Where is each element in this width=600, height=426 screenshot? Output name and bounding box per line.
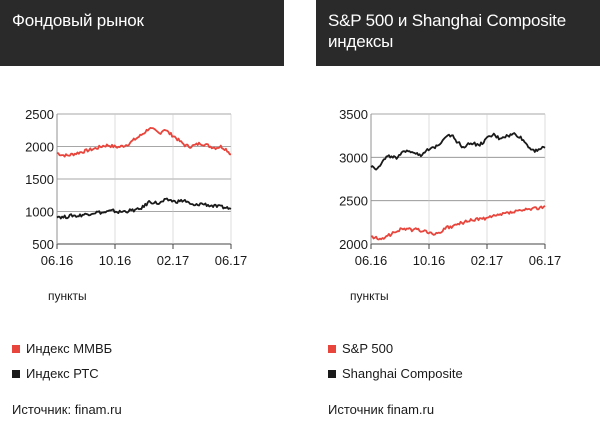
x-tick-label: 06.17: [215, 253, 248, 268]
series-line-0: [370, 205, 546, 241]
y-tick-label: 2500: [25, 107, 54, 122]
chart-stock-market: 500 1000 1500 2000 2500 06.16 10.16 02.17 06.17: [25, 107, 248, 268]
legend-label: S&P 500: [342, 341, 394, 356]
header-bar: S&P 500 и Shanghai Composite индексы: [316, 0, 600, 66]
x-tick-label: 06.17: [529, 253, 562, 268]
y-tick-label: 2000: [25, 140, 54, 155]
legend-item-shanghai: Shanghai Composite: [328, 366, 463, 381]
units-label: пункты: [350, 289, 389, 303]
x-tick-label: 02.17: [157, 253, 190, 268]
source-note: Источник: finam.ru: [12, 402, 122, 417]
y-tick-label: 500: [32, 237, 54, 252]
legend-label: Индекс РТС: [26, 366, 99, 381]
y-tick-label: 2500: [339, 194, 368, 209]
panel-stock-market: Фондовый рынок 500 1000 1500 2000 2500 06.16 1…: [0, 0, 284, 426]
y-tick-label: 2000: [339, 237, 368, 252]
y-tick-label: 1500: [25, 172, 54, 187]
y-tick-label: 3000: [339, 150, 368, 165]
y-tick-label: 1000: [25, 205, 54, 220]
series-line-1: [370, 132, 546, 171]
panel-title: Фондовый рынок: [12, 11, 144, 30]
x-tick-label: 06.16: [355, 253, 388, 268]
series-line-0: [56, 127, 231, 158]
legend-swatch-red: [12, 344, 20, 353]
source-note: Источник finam.ru: [328, 402, 435, 417]
x-tick-label: 10.16: [99, 253, 132, 268]
x-tick-label: 06.16: [41, 253, 74, 268]
legend-swatch-black: [12, 369, 20, 378]
panel-sp-shanghai: S&P 500 и Shanghai Composite индексы 200…: [316, 0, 600, 426]
chart-sp-shanghai: 2000 2500 3000 3500 06.16 10.16 02.17 06.17: [339, 107, 562, 268]
legend-item-sp500: S&P 500: [328, 341, 393, 356]
legend-swatch-black: [328, 369, 336, 378]
y-tick-label: 3500: [339, 107, 368, 122]
series-line-1: [56, 197, 232, 220]
units-label: пункты: [48, 289, 87, 303]
x-tick-label: 10.16: [413, 253, 446, 268]
header-bar: Фондовый рынок: [0, 0, 284, 66]
legend-item-mmvb: Индекс ММВБ: [12, 341, 112, 356]
x-tick-label: 02.17: [471, 253, 504, 268]
legend-item-rts: Индекс РТС: [12, 366, 99, 381]
legend-label: Shanghai Composite: [342, 366, 463, 381]
legend-swatch-red: [328, 344, 336, 353]
legend-label: Индекс ММВБ: [26, 341, 113, 356]
panel-title: S&P 500 и Shanghai Composite индексы: [328, 11, 566, 51]
